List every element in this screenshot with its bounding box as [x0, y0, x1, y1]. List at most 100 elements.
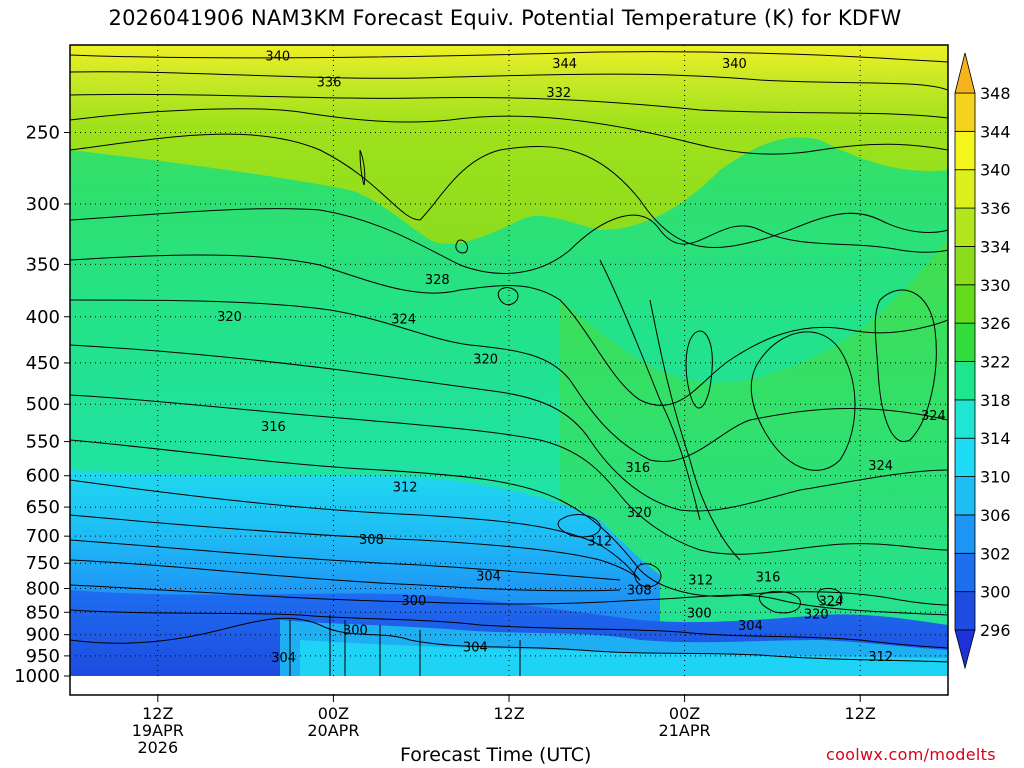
contour-label: 312	[688, 574, 713, 589]
contour-line	[70, 71, 948, 91]
contour-label: 300	[401, 594, 426, 609]
colorbar-segment	[954, 361, 976, 401]
contour-label: 344	[552, 57, 577, 72]
y-tick-label: 400	[26, 307, 60, 328]
colorbar-label: 296	[980, 621, 1011, 640]
contour-line	[750, 331, 856, 471]
contour-label: 304	[476, 570, 501, 585]
y-tick-label: 900	[26, 625, 60, 646]
contour-label-text: 328	[425, 273, 450, 288]
contour-label: 308	[627, 583, 652, 598]
x-tick-label: 12Z	[845, 704, 876, 723]
contour-line	[70, 514, 641, 581]
contour-label: 300	[687, 607, 712, 622]
contour-line	[70, 51, 948, 63]
contour-label: 312	[393, 480, 418, 495]
colorbar-segment	[954, 591, 976, 631]
contour-label-text: 320	[473, 352, 498, 367]
colorbar-label: 310	[980, 468, 1011, 487]
contour-line	[599, 259, 741, 561]
contour-label: 328	[425, 273, 450, 288]
y-tick-label: 450	[26, 353, 60, 374]
y-tick-label: 1000	[14, 666, 60, 687]
contour-label-text: 312	[393, 480, 418, 495]
contour-label: 324	[921, 409, 946, 424]
contour-label: 316	[625, 461, 650, 476]
contour-label-text: 316	[625, 461, 650, 476]
colorbar-label: 322	[980, 353, 1011, 372]
x-axis-label: Forecast Time (UTC)	[400, 744, 592, 766]
contour-line	[70, 617, 948, 663]
x-tick-label: 19APR	[132, 721, 184, 740]
ground-surface	[70, 676, 948, 694]
colorbar-segment	[954, 437, 976, 477]
contour-line	[70, 479, 641, 581]
contour-label: 320	[804, 608, 829, 623]
contour-line	[70, 133, 948, 249]
y-tick-label: 500	[26, 394, 60, 415]
colorbar-extend-bottom	[954, 629, 976, 670]
contour-label-text: 308	[359, 533, 384, 548]
chart-title: 2026041906 NAM3KM Forecast Equiv. Potent…	[108, 6, 902, 30]
x-tick-label: 12Z	[493, 704, 524, 723]
colorbar-segment	[954, 207, 976, 247]
y-tick-label: 250	[26, 122, 60, 143]
colorbar-segment	[954, 476, 976, 516]
contour-line	[70, 539, 621, 581]
colorbar-segment	[954, 284, 976, 324]
contour-label-text: 324	[868, 459, 893, 474]
contour-line	[70, 559, 621, 592]
contour-line	[634, 563, 662, 588]
grid-lines	[70, 45, 948, 676]
colorbar-segment	[954, 169, 976, 209]
contour-label-text: 300	[687, 607, 712, 622]
upper-warm-region	[70, 45, 948, 244]
contour-label: 320	[627, 506, 652, 521]
contour-label: 324	[819, 595, 844, 610]
x-tick-label: 00Z	[669, 704, 700, 723]
colorbar-segment	[954, 552, 976, 593]
contour-label: 312	[587, 535, 612, 550]
contour-label-text: 324	[391, 313, 416, 328]
contour-label-text: 312	[688, 574, 713, 589]
contour-line	[70, 609, 948, 649]
contour-label-text: 344	[552, 57, 577, 72]
contour-label: 316	[261, 420, 286, 435]
colorbar-label: 330	[980, 276, 1011, 295]
contour-label-text: 324	[819, 595, 844, 610]
contour-label: 304	[738, 619, 763, 634]
surface-warm-region	[300, 640, 948, 676]
x-tick-label: 00Z	[318, 704, 349, 723]
contour-label: 340	[722, 57, 747, 72]
colorbar-label: 314	[980, 429, 1011, 448]
contour-line	[874, 289, 937, 443]
y-tick-label: 850	[26, 602, 60, 623]
colorbar-segment	[954, 514, 976, 554]
contour-line	[557, 514, 601, 538]
y-tick-label: 350	[26, 254, 60, 275]
contour-label: 304	[271, 651, 296, 666]
colorbar-label: 300	[980, 583, 1011, 602]
colorbar-label: 318	[980, 391, 1011, 410]
contour-line	[70, 439, 948, 606]
contour-label-text: 308	[627, 583, 652, 598]
contour-label-text: 316	[261, 420, 286, 435]
contour-label-text: 324	[921, 409, 946, 424]
colorbar-extend-top	[954, 52, 976, 94]
contour-label-text: 304	[476, 570, 501, 585]
contour-label-text: 320	[217, 310, 242, 325]
y-tick-label: 700	[26, 526, 60, 547]
contour-line	[70, 344, 948, 512]
y-tick-label: 800	[26, 579, 60, 600]
colorbar-label: 326	[980, 314, 1011, 333]
x-tick-label: 20APR	[307, 721, 359, 740]
contour-line	[70, 584, 948, 616]
contour-line	[70, 394, 948, 555]
colorbar-label: 334	[980, 237, 1011, 256]
contour-line	[817, 587, 843, 607]
colorbar-segment	[954, 246, 976, 286]
contour-line	[70, 254, 948, 406]
